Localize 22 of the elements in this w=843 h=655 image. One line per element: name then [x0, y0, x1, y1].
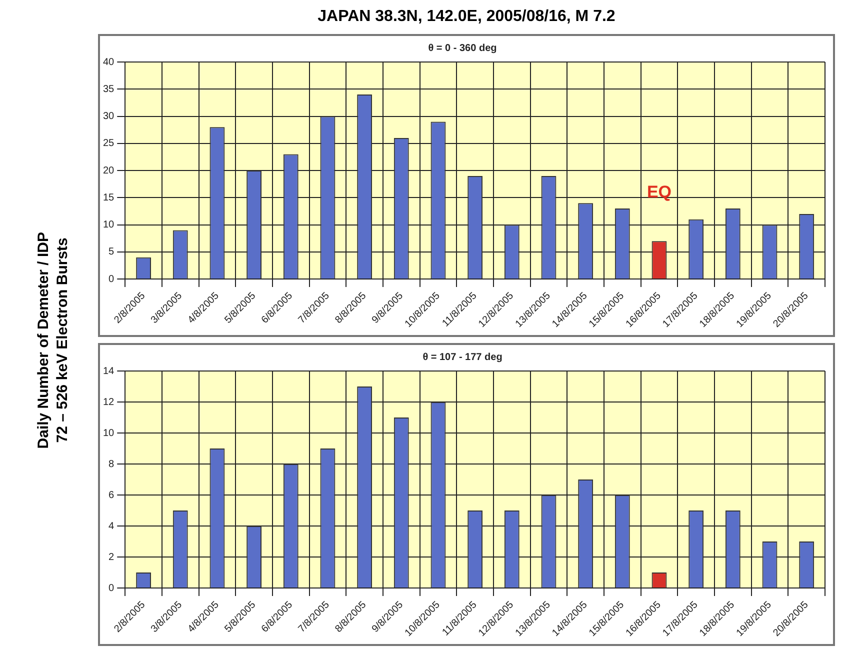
y-tick-label: 12 — [103, 396, 115, 408]
y-tick-label: 20 — [103, 165, 115, 176]
y-tick-label: 35 — [103, 84, 115, 95]
y-tick-label: 30 — [103, 111, 115, 122]
chart-subtitle: θ = 0 - 360 deg — [428, 42, 497, 54]
y-tick-label: 5 — [108, 246, 115, 258]
y-tick-label: 10 — [103, 220, 115, 231]
chart-title: JAPAN 38.3N, 142.0E, 2005/08/16, M 7.2 — [316, 8, 616, 27]
y-tick-label: 14 — [103, 366, 115, 377]
y-tick-label: 0 — [108, 582, 115, 594]
y-tick-label: 25 — [103, 138, 115, 150]
y-tick-label: 40 — [103, 56, 115, 68]
annotation: EQ — [646, 182, 672, 202]
y-tick-label: 8 — [108, 458, 115, 470]
chart-subtitle: θ = 107 - 177 deg — [422, 352, 502, 363]
y-tick-label: 15 — [103, 192, 115, 204]
y-tick-label: 6 — [108, 490, 115, 501]
y-axis-title: Daily Number of Demeter / IDP 72 – 526 keV Electron Bursts — [34, 232, 72, 448]
y-tick-label: 4 — [108, 520, 115, 532]
y-tick-label: 2 — [108, 552, 115, 563]
y-tick-label: 10 — [103, 428, 115, 439]
y-tick-label: 0 — [108, 274, 115, 285]
